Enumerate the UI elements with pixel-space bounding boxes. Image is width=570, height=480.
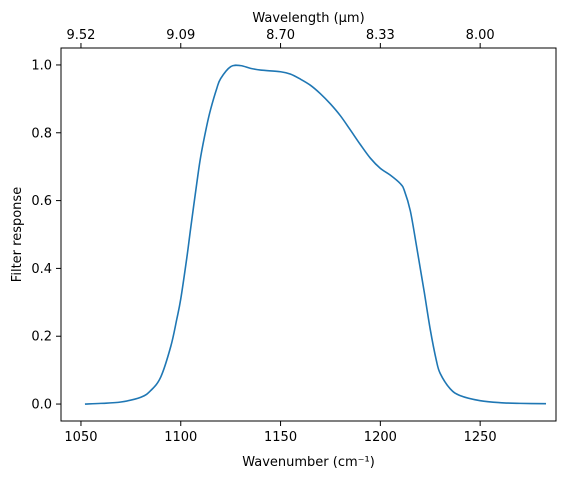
top-tick-label: 9.52 <box>66 28 95 43</box>
top-tick-label: 9.09 <box>166 28 195 43</box>
top-axis-label: Wavelength (μm) <box>252 11 364 26</box>
y-axis-label: Filter response <box>10 187 25 282</box>
plot-frame <box>60 47 557 422</box>
y-tick-label: 0.2 <box>31 330 52 345</box>
y-tick-label: 0.8 <box>31 126 52 141</box>
plot-layer <box>84 64 547 405</box>
top-tick-label: 8.70 <box>266 28 295 43</box>
y-axis: 0.0 0.2 0.4 0.6 0.8 1.0 <box>31 58 61 413</box>
x-tick-label: 1250 <box>464 430 497 445</box>
x-tick-label: 1150 <box>264 430 297 445</box>
filter-response-line <box>84 64 547 405</box>
y-tick-label: 0.0 <box>31 398 52 413</box>
top-tick-label: 8.00 <box>466 28 495 43</box>
x-tick-label: 1100 <box>164 430 197 445</box>
y-tick-label: 0.6 <box>31 194 52 209</box>
x-axis-label: Wavenumber (cm⁻¹) <box>242 455 375 470</box>
x-tick-label: 1050 <box>64 430 97 445</box>
top-tick-label: 8.33 <box>366 28 395 43</box>
top-x-axis: 9.52 9.09 8.70 8.33 8.00 <box>66 28 495 48</box>
bottom-x-axis: 1050 1100 1150 1200 1250 <box>64 421 497 445</box>
y-tick-label: 1.0 <box>31 58 52 73</box>
x-tick-label: 1200 <box>364 430 397 445</box>
y-tick-label: 0.4 <box>31 262 52 277</box>
